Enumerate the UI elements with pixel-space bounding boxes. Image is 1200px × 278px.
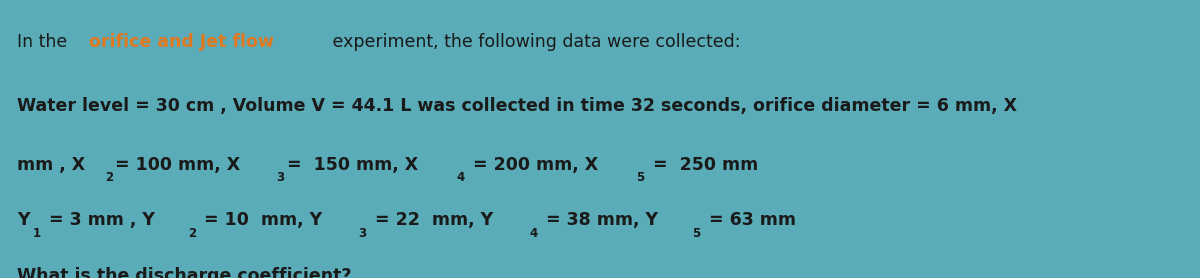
Text: 4: 4 — [529, 227, 538, 240]
Text: 1: 1 — [32, 227, 41, 240]
Text: 5: 5 — [636, 171, 644, 184]
Text: = 22  mm, Y: = 22 mm, Y — [368, 211, 493, 229]
Text: 4: 4 — [456, 171, 464, 184]
Text: = 200 mm, X: = 200 mm, X — [467, 156, 598, 174]
Text: = 100 mm, X: = 100 mm, X — [115, 156, 240, 174]
Text: 5: 5 — [692, 227, 701, 240]
Text: 3: 3 — [359, 227, 366, 240]
Text: orifice and Jet flow: orifice and Jet flow — [89, 33, 274, 51]
Text: In the: In the — [17, 33, 72, 51]
Text: What is the discharge coefficient?: What is the discharge coefficient? — [17, 267, 352, 278]
Text: = 38 mm, Y: = 38 mm, Y — [540, 211, 658, 229]
Text: = 10  mm, Y: = 10 mm, Y — [198, 211, 323, 229]
Text: = 63 mm: = 63 mm — [703, 211, 796, 229]
Text: Y: Y — [17, 211, 29, 229]
Text: =  150 mm, X: = 150 mm, X — [287, 156, 419, 174]
Text: experiment, the following data were collected:: experiment, the following data were coll… — [328, 33, 740, 51]
Text: = 3 mm , Y: = 3 mm , Y — [43, 211, 155, 229]
Text: =  250 mm: = 250 mm — [647, 156, 758, 174]
Text: mm , X: mm , X — [17, 156, 85, 174]
Text: 3: 3 — [277, 171, 284, 184]
Text: Water level = 30 cm , Volume V = 44.1 L was collected in time 32 seconds, orific: Water level = 30 cm , Volume V = 44.1 L … — [17, 97, 1016, 115]
Text: 2: 2 — [104, 171, 113, 184]
Text: 2: 2 — [187, 227, 196, 240]
